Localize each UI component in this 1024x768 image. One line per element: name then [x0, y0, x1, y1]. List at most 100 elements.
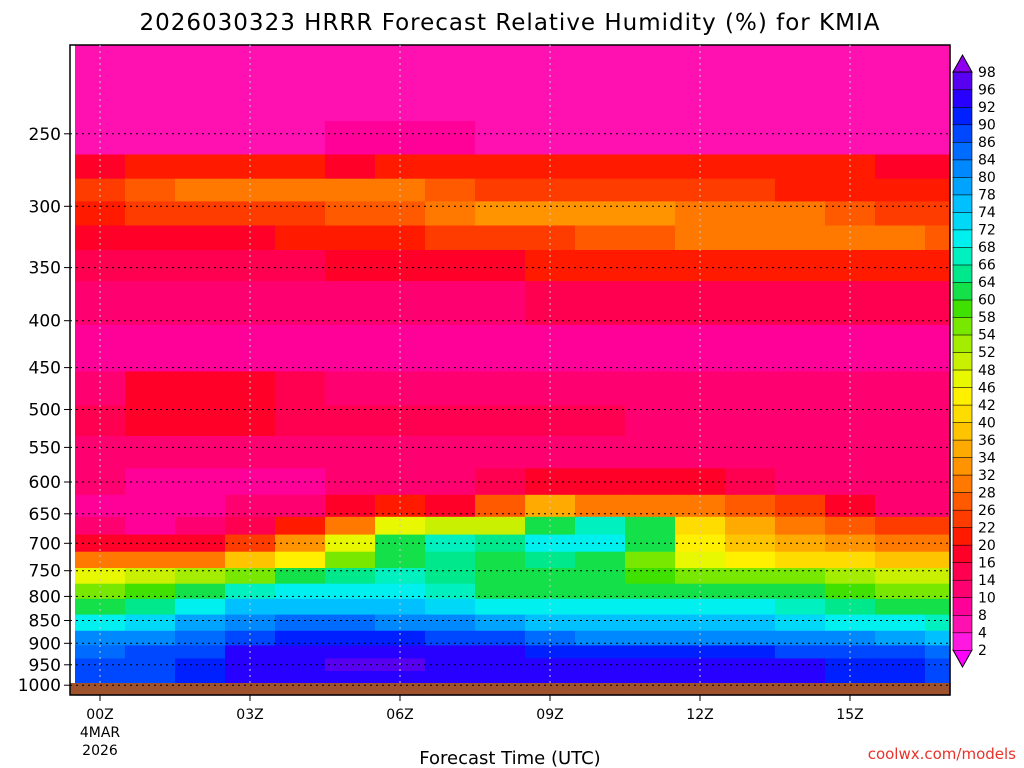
rh-cell: [775, 551, 826, 569]
rh-cell: [625, 583, 676, 600]
rh-cell: [575, 281, 626, 326]
colorbar-label: 48: [978, 363, 996, 379]
rh-cell: [825, 250, 876, 282]
colorbar-swatch: [952, 229, 973, 248]
rh-cell: [425, 568, 476, 585]
rh-cell: [575, 72, 626, 122]
rh-cell: [875, 154, 926, 180]
rh-cell: [75, 671, 126, 684]
rh-cell: [325, 72, 376, 122]
rh-cell: [125, 551, 176, 569]
colorbar-swatch: [952, 334, 973, 353]
rh-cell: [775, 614, 826, 632]
rh-cell: [625, 405, 676, 437]
colorbar-label: 42: [978, 398, 996, 414]
rh-cell: [325, 534, 376, 553]
rh-cell: [375, 568, 426, 585]
rh-cell: [725, 534, 776, 553]
rh-cell: [275, 281, 326, 326]
rh-cell: [275, 121, 326, 156]
y-tick-label: 650: [29, 505, 61, 525]
rh-cell: [675, 121, 726, 156]
rh-cell: [475, 551, 526, 569]
rh-cell: [625, 645, 676, 659]
rh-cell: [175, 281, 226, 326]
rh-cell: [275, 568, 326, 585]
colorbar-swatch: [952, 89, 973, 108]
colorbar-swatch: [952, 492, 973, 511]
rh-cell: [625, 72, 676, 122]
rh-cell: [125, 598, 176, 616]
rh-cell: [625, 178, 676, 203]
colorbar-swatch: [952, 614, 973, 634]
rh-cell: [775, 568, 826, 585]
rh-cell: [75, 494, 126, 518]
rh-cell: [625, 534, 676, 553]
rh-cell: [275, 371, 326, 406]
rh-cell: [275, 598, 326, 616]
rh-cell: [475, 614, 526, 632]
rh-cell: [175, 250, 226, 282]
surface-band: [70, 683, 950, 695]
y-tick-label: 350: [29, 259, 61, 279]
rh-cell: [75, 614, 126, 632]
rh-cell: [475, 435, 526, 469]
y-tick-label: 600: [29, 473, 61, 493]
rh-cell: [625, 658, 676, 672]
rh-cell: [875, 281, 926, 326]
rh-cell: [175, 371, 226, 406]
rh-cell: [575, 154, 626, 180]
colorbar-swatch: [952, 404, 973, 423]
rh-cell: [375, 494, 426, 518]
rh-cell: [925, 435, 951, 469]
rh-cell: [725, 598, 776, 616]
rh-cell: [425, 178, 476, 203]
rh-cell: [275, 516, 326, 536]
rh-cell: [875, 225, 926, 251]
rh-cell: [875, 671, 926, 684]
rh-cell: [625, 154, 676, 180]
rh-cell: [575, 405, 626, 437]
rh-cell: [925, 178, 951, 203]
rh-cell: [775, 371, 826, 406]
rh-cell: [925, 154, 951, 180]
rh-cell: [825, 405, 876, 437]
rh-cell: [875, 201, 926, 226]
rh-cell: [375, 72, 426, 122]
rh-cell: [775, 405, 826, 437]
colorbar-label: 22: [978, 520, 996, 536]
rh-cell: [375, 671, 426, 684]
rh-cell: [725, 250, 776, 282]
colorbar-swatch: [952, 194, 973, 213]
rh-cell: [725, 201, 776, 226]
colorbar-label: 40: [978, 415, 996, 431]
rh-cell: [225, 121, 276, 156]
chart-title: 2026030323 HRRR Forecast Relative Humidi…: [140, 10, 881, 36]
rh-cell: [225, 72, 276, 122]
rh-cell: [425, 405, 476, 437]
rh-cell: [875, 324, 926, 372]
rh-cell: [125, 281, 176, 326]
rh-cell: [625, 494, 676, 518]
rh-cell: [725, 435, 776, 469]
rh-cell: [275, 671, 326, 684]
rh-cell: [675, 671, 726, 684]
rh-cell: [125, 516, 176, 536]
rh-cell: [925, 494, 951, 518]
rh-cell: [725, 121, 776, 156]
rh-cell: [675, 250, 726, 282]
rh-cell: [475, 281, 526, 326]
colorbar-label: 20: [978, 538, 996, 554]
rh-cell: [575, 534, 626, 553]
rh-cell: [625, 630, 676, 646]
rh-cell: [775, 250, 826, 282]
rh-cell: [175, 551, 226, 569]
colorbar-label: 74: [978, 205, 996, 221]
colorbar-label: 80: [978, 170, 996, 186]
rh-cell: [875, 645, 926, 659]
x-tick-label: 12Z: [686, 707, 713, 723]
rh-cell: [475, 494, 526, 518]
rh-cell: [575, 516, 626, 536]
colorbar-swatch: [952, 351, 973, 371]
x-tick-label: 09Z: [536, 707, 563, 723]
